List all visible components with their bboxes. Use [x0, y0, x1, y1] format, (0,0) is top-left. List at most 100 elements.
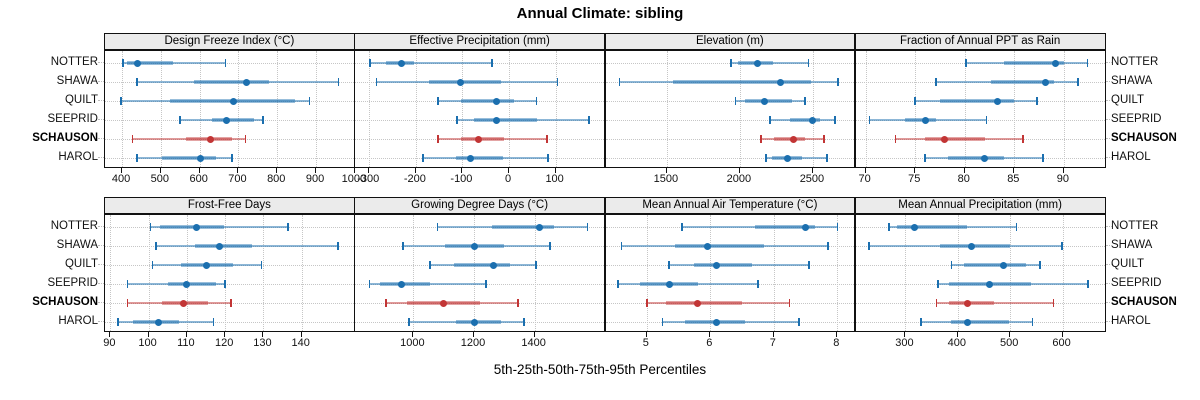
whisker-line [965, 62, 1088, 64]
gridline-vertical [186, 215, 188, 331]
whisker-cap-left [924, 154, 926, 162]
iqr-band [160, 224, 225, 230]
iqr-band [947, 155, 1005, 161]
whisker-line [132, 138, 246, 140]
median-dot [761, 97, 769, 105]
x-tick-label: 800 [267, 173, 286, 185]
iqr-band [694, 262, 752, 268]
whisker-cap-left [369, 59, 371, 67]
gridline-vertical [238, 51, 240, 167]
whisker-cap-left [436, 223, 439, 231]
whisker-line [127, 283, 226, 285]
median-dot [470, 318, 478, 326]
x-tick-label: 900 [305, 173, 325, 185]
whisker-cap-right [587, 116, 590, 124]
whisker-cap-right [1061, 242, 1063, 250]
whisker-cap-left [894, 135, 897, 143]
whisker-cap-right [523, 318, 525, 326]
x-tick-mark [412, 332, 414, 337]
whisker-cap-right [804, 97, 806, 105]
row-label-left: SCHAUSON [32, 132, 98, 144]
gridline-vertical [1063, 51, 1065, 167]
gridline-vertical [905, 215, 907, 331]
panel [104, 50, 355, 168]
whisker-cap-left [950, 261, 953, 269]
whisker-line [369, 283, 487, 285]
whisker-line [937, 283, 1089, 285]
median-dot [809, 116, 817, 124]
iqr-band [126, 60, 173, 66]
row-label-left: HAROL [58, 151, 98, 163]
gridline-vertical [225, 215, 227, 331]
whisker-cap-right [547, 154, 549, 162]
median-dot [474, 135, 482, 143]
whisker-line [376, 81, 558, 83]
whisker-cap-left [402, 242, 404, 250]
x-tick-label: 600 [1052, 337, 1071, 349]
gridline-vertical [122, 51, 124, 167]
row-tick-stub-right [1105, 157, 1112, 158]
x-tick-mark [300, 332, 302, 337]
whisker-cap-right [1076, 78, 1079, 86]
whisker-cap-left [617, 280, 619, 288]
whisker-line [156, 245, 339, 247]
iqr-band [790, 117, 821, 123]
whisker-cap-right [826, 154, 828, 162]
median-dot [967, 242, 975, 250]
row-tick-stub-right [1105, 302, 1112, 303]
whisker-line [618, 283, 758, 285]
row-tick-stub-left [98, 321, 104, 322]
gridline-vertical [812, 51, 814, 167]
whisker-cap-right [827, 242, 829, 250]
whisker-cap-right [337, 78, 340, 86]
whisker-cap-right [230, 299, 232, 307]
whisker-cap-left [385, 299, 387, 307]
row-label-right: SHAWA [1111, 75, 1153, 87]
x-tick-mark [368, 168, 370, 173]
x-tick-mark [665, 168, 667, 173]
whisker-line [936, 302, 1054, 304]
row-tick-stub-left [98, 157, 104, 158]
gridline-vertical [160, 51, 162, 167]
whisker-cap-left [117, 318, 119, 326]
median-dot [999, 261, 1007, 269]
whisker-line [430, 264, 537, 266]
x-tick-mark [1013, 168, 1015, 173]
row-label-left: NOTTER [50, 220, 98, 232]
panel-strip: Frost-Free Days [104, 197, 355, 214]
iqr-band [167, 281, 216, 287]
median-dot [1041, 78, 1049, 86]
iqr-band [925, 136, 985, 142]
row-gridline [605, 63, 855, 64]
median-dot [985, 280, 993, 288]
median-dot [490, 261, 498, 269]
whisker-line [136, 81, 339, 83]
median-dot [230, 97, 238, 105]
iqr-band [964, 262, 1026, 268]
x-tick-mark [811, 168, 813, 173]
median-dot [981, 154, 989, 162]
gridline-vertical [1062, 215, 1064, 331]
iqr-band [948, 300, 994, 306]
iqr-band [939, 98, 1015, 104]
median-dot [713, 261, 721, 269]
row-label-left: QUILT [64, 94, 98, 106]
median-dot [713, 318, 721, 326]
whisker-cap-left [661, 318, 664, 326]
median-dot [535, 223, 543, 231]
gridline-vertical [415, 51, 417, 167]
iqr-band [940, 243, 1011, 249]
whisker-line [619, 81, 838, 83]
x-tick-mark [224, 332, 226, 337]
row-tick-stub-left [98, 245, 104, 246]
gridline-vertical [710, 215, 712, 331]
x-tick-mark [645, 332, 647, 337]
x-tick-label: 100 [545, 173, 564, 185]
x-tick-label: 75 [908, 173, 921, 185]
iqr-band [429, 79, 501, 85]
row-tick-stub-right [1105, 226, 1112, 227]
gridline-vertical [148, 215, 150, 331]
median-dot [134, 59, 142, 67]
whisker-line [438, 100, 537, 102]
x-tick-label: 90 [1056, 173, 1069, 185]
